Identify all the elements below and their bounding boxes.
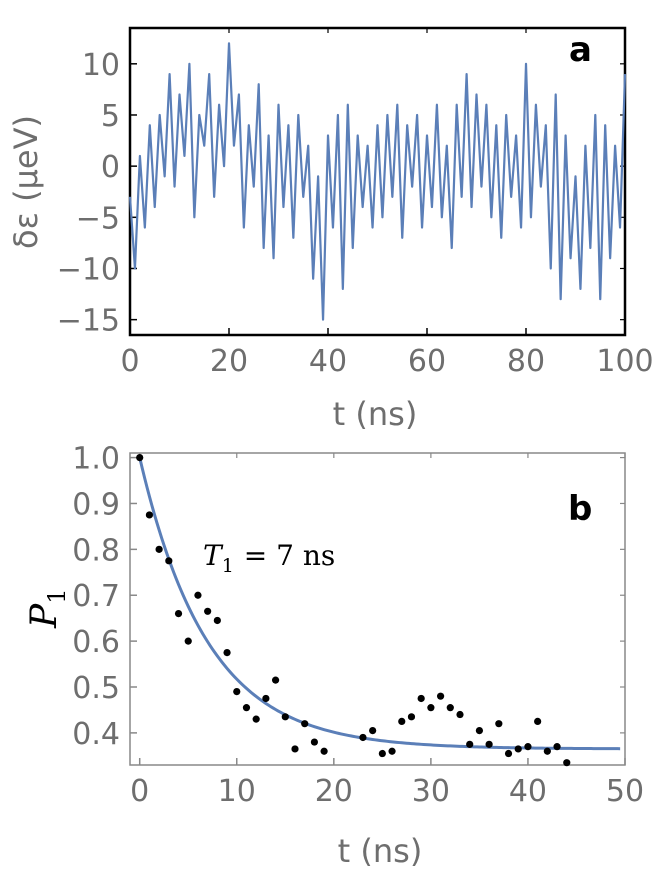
x-tick-label: 100 — [596, 344, 653, 379]
panel-b-y-axis-subscript: 1 — [43, 588, 71, 603]
x-tick-label: 10 — [218, 774, 256, 809]
y-tick-label: 0.4 — [72, 717, 120, 752]
data-point — [320, 747, 328, 755]
data-point — [466, 740, 474, 748]
y-tick-label: 0.6 — [72, 625, 120, 660]
data-point — [359, 733, 367, 742]
data-point — [174, 609, 183, 618]
x-tick-label: 50 — [606, 774, 644, 809]
data-point — [271, 676, 280, 684]
data-point — [534, 717, 542, 726]
data-point — [427, 704, 435, 712]
data-point — [378, 749, 386, 758]
data-point — [456, 710, 464, 719]
noise-trace-line — [128, 42, 627, 321]
x-tick-label: 30 — [412, 774, 450, 809]
x-tick-label: 0 — [130, 774, 149, 809]
y-tick-label: 10 — [82, 48, 120, 83]
panel-a-plot-frame — [128, 26, 627, 337]
data-point — [563, 759, 571, 767]
y-tick-label: −15 — [57, 304, 120, 339]
y-tick-label: 5 — [101, 99, 120, 134]
data-point — [136, 453, 144, 462]
panel-a-x-axis-title: t (ns) — [333, 395, 418, 433]
data-point — [213, 616, 221, 625]
panel-a-ticks: 0 20 40 60 80 100 −15 −10 −5 0 5 10 — [57, 28, 654, 379]
data-point — [155, 545, 163, 553]
panel-b-label: b — [568, 489, 592, 529]
data-point — [553, 743, 561, 751]
y-tick-label: 0.7 — [72, 579, 120, 614]
panel-b-series — [136, 453, 621, 767]
t1-annotation-symbol: T — [203, 539, 224, 572]
x-tick-label: 60 — [408, 344, 446, 379]
data-point — [417, 694, 425, 703]
data-point — [495, 720, 503, 728]
data-point — [184, 637, 192, 645]
data-point — [233, 687, 241, 696]
data-point — [398, 717, 406, 726]
data-point — [165, 557, 173, 565]
y-tick-label: 0.8 — [72, 533, 120, 568]
data-point — [407, 713, 416, 721]
panel-a-y-axis-title: δε (μeV) — [7, 115, 45, 249]
exponential-fit-line — [138, 457, 621, 751]
t1-annotation-subscript: 1 — [222, 555, 234, 577]
y-tick-label: 0 — [101, 150, 120, 185]
data-point — [281, 713, 289, 721]
x-tick-label: 20 — [315, 774, 353, 809]
data-point — [145, 511, 154, 519]
y-tick-label: −10 — [57, 252, 120, 287]
panel-a-series — [128, 42, 627, 321]
data-point — [369, 726, 377, 735]
panel-b-plot-frame — [129, 452, 626, 766]
data-point — [388, 747, 396, 755]
x-tick-label: 40 — [309, 344, 347, 379]
data-point — [475, 726, 484, 735]
panel-b-y-axis-title: P1 — [24, 588, 71, 629]
data-point — [194, 591, 202, 599]
y-tick-label: −5 — [76, 201, 120, 236]
panel-a-label: a — [569, 30, 592, 70]
data-point — [301, 720, 309, 728]
x-tick-label: 80 — [507, 344, 545, 379]
data-point — [485, 740, 493, 748]
data-point — [252, 715, 260, 723]
y-tick-label: 0.9 — [72, 487, 120, 522]
data-point — [223, 648, 231, 657]
data-point — [291, 745, 299, 753]
panel-a-noise-trace: 0 20 40 60 80 100 −15 −10 −5 0 5 10 a t (ns) δε (μe… — [7, 26, 654, 433]
data-point — [514, 745, 522, 753]
t1-annotation-value: = 7 ns — [244, 539, 335, 572]
panel-b-ticks: 0 10 20 30 40 50 0.4 0.5 0.6 0.7 0.8 0.9 1.0 — [72, 442, 644, 809]
y-tick-label: 1.0 — [72, 442, 120, 477]
x-tick-label: 40 — [509, 774, 547, 809]
panel-b-y-axis-symbol: P — [24, 603, 65, 629]
data-point — [524, 743, 532, 751]
x-tick-label: 0 — [120, 344, 139, 379]
panel-b-decay: 0 10 20 30 40 500.40.50.60.70.80.91.0 b T1 = 7… — [24, 442, 644, 870]
panel-b-x-axis-title: t (ns) — [338, 832, 423, 870]
data-point — [543, 747, 551, 755]
y-tick-label: 0.5 — [72, 671, 120, 706]
data-point — [204, 607, 212, 615]
data-point — [310, 738, 319, 746]
data-point — [504, 749, 513, 758]
t1-annotation: T1 = 7 ns — [203, 539, 335, 577]
data-point — [262, 694, 270, 703]
data-point — [242, 704, 251, 712]
x-tick-label: 20 — [210, 344, 248, 379]
data-point — [446, 704, 454, 712]
data-point — [436, 692, 445, 700]
